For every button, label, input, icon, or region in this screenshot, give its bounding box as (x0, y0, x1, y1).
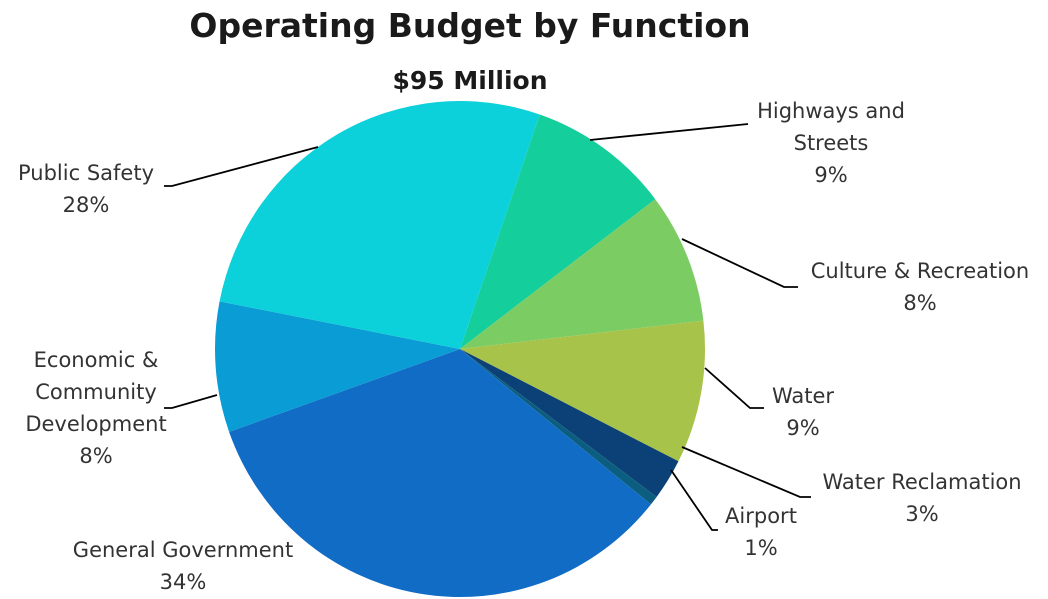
slice-name-0-line-0: Highways and (757, 99, 905, 123)
leader-line-0 (589, 123, 749, 141)
slice-name-5-line-0: General Government (73, 538, 293, 562)
leader-line-2 (704, 367, 764, 409)
slice-labels: Highways and Streets 9% Culture & Recreatio… (18, 99, 1029, 594)
pie-slices (215, 101, 706, 598)
pie-slice-1 (460, 199, 704, 349)
slice-name-7-line-0: Public Safety (18, 161, 154, 185)
slice-label-1: Culture & Recreation 8% (811, 259, 1029, 315)
slice-percent-1: 8% (903, 291, 936, 315)
pie-slice-5 (229, 349, 651, 598)
leader-line-1 (681, 238, 798, 288)
slice-percent-6: 8% (79, 444, 112, 468)
slice-label-5: General Government 34% (73, 538, 293, 594)
pie-slice-2 (460, 320, 706, 462)
slice-label-2: Water 9% (772, 384, 834, 440)
pie-slice-3 (460, 349, 679, 497)
leader-line-4 (670, 469, 718, 531)
slice-name-6-line-1: Community (35, 380, 157, 404)
slice-label-3: Water Reclamation 3% (822, 470, 1021, 526)
slice-name-6-line-2: Development (25, 412, 166, 436)
pie-slice-6 (215, 301, 460, 432)
pie-slice-4 (460, 349, 657, 505)
slice-label-4: Airport 1% (725, 504, 797, 560)
pie-slice-7 (219, 101, 540, 349)
slice-name-1-line-0: Culture & Recreation (811, 259, 1029, 283)
slice-percent-3: 3% (905, 502, 938, 526)
slice-percent-7: 28% (63, 193, 110, 217)
slice-percent-2: 9% (786, 416, 819, 440)
pie-slice-0 (460, 114, 656, 349)
slice-percent-0: 9% (814, 163, 847, 187)
leader-line-6 (164, 394, 218, 409)
chart-title: Operating Budget by Function (189, 6, 750, 45)
leader-line-7 (164, 146, 319, 187)
slice-name-4-line-0: Airport (725, 504, 797, 528)
slice-label-7: Public Safety 28% (18, 161, 154, 217)
slice-name-3-line-0: Water Reclamation (822, 470, 1021, 494)
slice-name-6-line-0: Economic & (34, 348, 159, 372)
slice-percent-5: 34% (160, 570, 207, 594)
slice-name-2-line-0: Water (772, 384, 834, 408)
slice-name-0-line-1: Streets (794, 131, 869, 155)
slice-label-6: Economic & Community Development 8% (25, 348, 166, 468)
slice-percent-4: 1% (744, 536, 777, 560)
leader-lines (164, 123, 811, 531)
slice-label-0: Highways and Streets 9% (757, 99, 905, 187)
chart-subtitle: $95 Million (392, 66, 547, 95)
leader-line-3 (681, 446, 811, 498)
